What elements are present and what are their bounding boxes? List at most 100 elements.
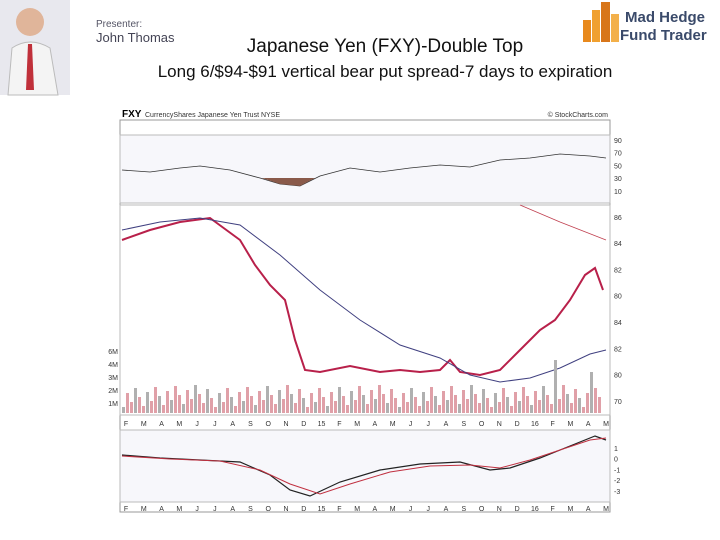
volume-bar <box>306 407 309 413</box>
month-label: M <box>354 421 360 428</box>
macd-label: -3 <box>614 489 620 496</box>
volume-bar <box>398 407 401 413</box>
volume-bar <box>590 372 593 413</box>
volume-bar <box>462 390 465 413</box>
month-label: F <box>337 506 341 513</box>
rsi-line <box>121 153 607 187</box>
volume-bar <box>546 395 549 413</box>
month-label: N <box>283 506 288 513</box>
macd-label: 0 <box>614 457 618 464</box>
volume-bar <box>370 390 373 413</box>
volume-bar <box>242 401 245 413</box>
macd-label: -1 <box>614 467 620 474</box>
volume-bar <box>578 398 581 413</box>
volume-bar <box>146 392 149 413</box>
volume-bar <box>522 387 525 413</box>
slide-title: Japanese Yen (FXY)-Double Top <box>247 36 523 57</box>
volume-bar <box>234 406 237 413</box>
month-label: J <box>426 421 430 428</box>
volume-bar <box>506 397 509 413</box>
month-label: S <box>461 421 466 428</box>
volume-bar <box>582 407 585 413</box>
month-label: A <box>373 506 378 513</box>
volume-bar <box>406 402 409 413</box>
month-label: J <box>426 506 430 513</box>
volume-bar <box>434 396 437 413</box>
volume-bar <box>210 398 213 413</box>
volume-bar <box>342 396 345 413</box>
volume-bar <box>386 403 389 413</box>
volume-bar <box>482 389 485 413</box>
volume-label: 4M <box>108 362 118 369</box>
volume-bar <box>430 387 433 413</box>
month-label: J <box>409 506 413 513</box>
month-label: F <box>551 421 555 428</box>
month-label: M <box>603 506 609 513</box>
month-label: S <box>248 506 253 513</box>
volume-bar <box>162 405 165 413</box>
month-label: F <box>551 506 555 513</box>
volume-bar <box>170 400 173 413</box>
signal-line <box>121 437 607 495</box>
volume-bar <box>442 391 445 413</box>
volume-bar <box>530 405 533 413</box>
price-label: 84 <box>614 241 622 248</box>
volume-bar <box>126 393 129 413</box>
ma50-line <box>121 217 607 383</box>
volume-bar <box>226 388 229 413</box>
volume-label: 1M <box>108 401 118 408</box>
volume-bar <box>402 393 405 413</box>
volume-bar <box>174 386 177 413</box>
price-label: 80 <box>614 373 622 380</box>
volume-bar <box>294 403 297 413</box>
month-label: S <box>461 506 466 513</box>
month-label: M <box>390 421 396 428</box>
volume-bar <box>278 390 281 413</box>
price-label: 80 <box>614 294 622 301</box>
volume-bar <box>490 407 493 413</box>
rsi-panel <box>119 134 611 204</box>
volume-bar <box>562 385 565 413</box>
month-label: M <box>176 421 182 428</box>
month-label: A <box>586 421 591 428</box>
volume-bar <box>258 391 261 413</box>
volume-bar <box>450 386 453 413</box>
volume-bar <box>594 388 597 413</box>
month-label: A <box>159 421 164 428</box>
month-label: M <box>354 506 360 513</box>
volume-bar <box>538 400 541 413</box>
volume-bar <box>130 402 133 413</box>
stock-chart: FXY CurrencyShares Japanese Yen Trust NY… <box>119 109 611 513</box>
volume-bar <box>302 398 305 413</box>
volume-bar <box>238 392 241 413</box>
volume-bar <box>350 391 353 413</box>
volume-bar <box>470 385 473 413</box>
volume-bars <box>122 360 601 413</box>
volume-bar <box>310 393 313 413</box>
volume-bar <box>166 391 169 413</box>
month-label: D <box>301 421 306 428</box>
volume-bar <box>378 385 381 413</box>
price-label: 84 <box>614 320 622 327</box>
price-panel <box>119 204 611 416</box>
volume-label: 2M <box>108 388 118 395</box>
month-label: 16 <box>531 506 539 513</box>
price-label: 82 <box>614 267 622 274</box>
volume-bar <box>518 401 521 413</box>
logo-line2: Fund Trader <box>620 27 707 44</box>
volume-bar <box>458 404 461 413</box>
volume-bar <box>286 385 289 413</box>
volume-bar <box>314 402 317 413</box>
volume-bar <box>422 392 425 413</box>
month-label: O <box>479 421 485 428</box>
volume-bar <box>466 399 469 413</box>
volume-bar <box>218 393 221 413</box>
volume-bar <box>338 387 341 413</box>
volume-bar <box>454 395 457 413</box>
volume-label: 6M <box>108 349 118 356</box>
volume-bar <box>250 396 253 413</box>
volume-bar <box>362 395 365 413</box>
volume-bar <box>142 406 145 413</box>
month-label: J <box>213 506 217 513</box>
volume-bar <box>558 399 561 413</box>
